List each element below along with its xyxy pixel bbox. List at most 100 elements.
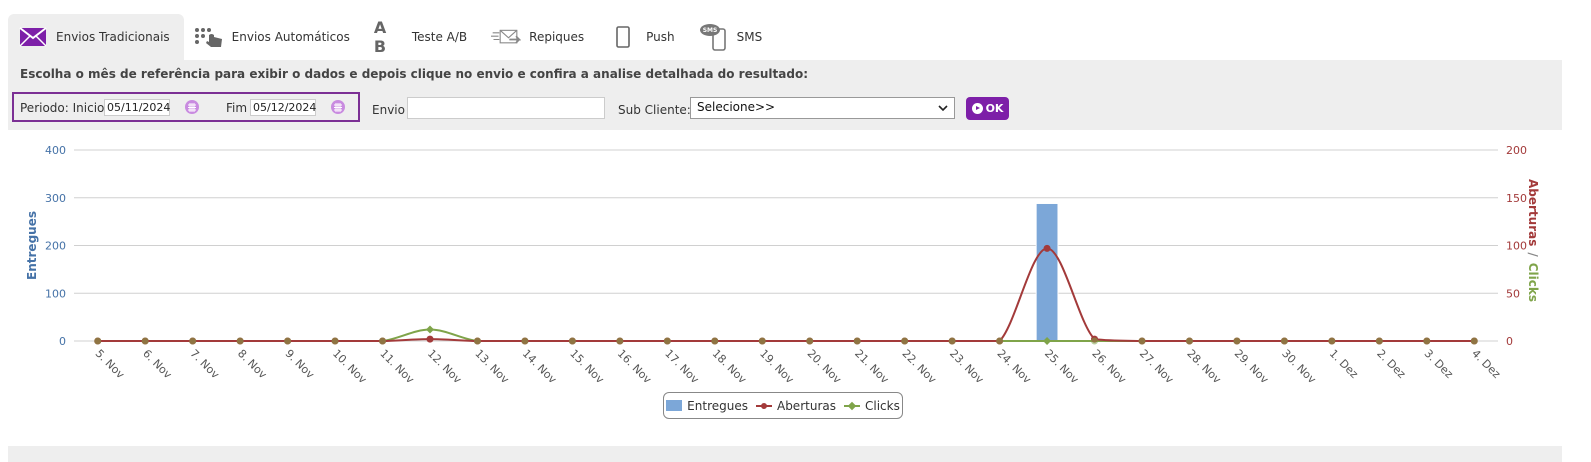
point-clicks — [1423, 337, 1431, 345]
chart-legend: Entregues Aberturas Clicks — [663, 392, 903, 419]
point-clicks — [853, 337, 861, 345]
tab-envios-tradicionais[interactable]: Envios Tradicionais — [8, 14, 184, 60]
legend-swatch — [755, 402, 772, 409]
x-tick-label: 12. Nov — [425, 347, 465, 387]
point-clicks — [1185, 337, 1193, 345]
legend-swatch — [843, 401, 860, 410]
end-date-input[interactable]: 05/12/2024 — [250, 99, 316, 116]
line-clicks — [97, 328, 1475, 342]
point-clicks — [189, 337, 197, 345]
envio-input[interactable] — [407, 97, 605, 119]
play-circle-icon — [971, 103, 983, 114]
combo-chart: 0 100 200 300 400 0 50 100 150 200 Entregues Abertu… — [25, 144, 1540, 387]
x-tick-label: 22. Nov — [900, 347, 940, 387]
point-clicks — [426, 325, 434, 334]
point-clicks — [1091, 337, 1099, 345]
chevron-down-icon — [938, 105, 948, 112]
x-tick-label: 18. Nov — [710, 347, 750, 387]
tab-label: Push — [646, 30, 675, 44]
legend-label: Clicks — [864, 398, 900, 413]
x-tick-label: 10. Nov — [330, 347, 370, 387]
point-clicks — [948, 337, 956, 345]
y-right-label-clicks: Clicks — [1526, 263, 1540, 302]
subclient-select[interactable]: Selecione>> — [690, 97, 955, 119]
tab-sms[interactable]: SMS SMS — [689, 14, 777, 60]
point-clicks — [236, 337, 244, 345]
tab-label: Envios Automáticos — [231, 30, 350, 44]
y-right-tick-label: 200 — [1506, 144, 1527, 157]
y-right-tick-label: 0 — [1506, 335, 1513, 348]
x-tick-label: 24. Nov — [994, 347, 1034, 387]
x-tick-label: 2. Dez — [1374, 347, 1408, 381]
x-tick-label: 25. Nov — [1042, 347, 1082, 387]
tab-teste-ab[interactable]: A B Teste A/B — [364, 14, 481, 60]
bar-entregues — [1035, 202, 1059, 342]
tab-push[interactable]: Push — [598, 14, 689, 60]
y-left-tick-label: 0 — [59, 335, 66, 348]
mobile-icon — [608, 24, 638, 50]
x-tick-label: 20. Nov — [805, 347, 845, 387]
y-right-axis-label: Aberturas / Clicks — [1526, 179, 1540, 302]
tab-label: Repiques — [529, 30, 585, 44]
x-tick-label: 4. Dez — [1469, 347, 1503, 381]
point-clicks — [1470, 337, 1478, 345]
instructions-text: Escolha o mês de referência para exibir … — [20, 67, 808, 81]
legend-item-aberturas[interactable]: Aberturas — [755, 399, 836, 413]
calendar-icon[interactable] — [184, 99, 200, 115]
period-start-label: Periodo: Inicio — [20, 101, 105, 115]
x-tick-label: 8. Nov — [235, 347, 270, 382]
x-tick-label: 1. Dez — [1327, 347, 1361, 381]
x-tick-label: 29. Nov — [1232, 347, 1272, 387]
mail-forward-icon — [491, 24, 522, 50]
subclient-label: Sub Cliente: — [618, 103, 691, 117]
tab-label: Teste A/B — [411, 30, 468, 44]
point-clicks — [141, 337, 149, 345]
y-right-tick-label: 50 — [1506, 287, 1520, 300]
x-tick-label: 27. Nov — [1137, 347, 1177, 387]
legend-swatch — [666, 400, 683, 411]
x-tick-label: 5. Nov — [93, 347, 128, 382]
x-tick-label: 21. Nov — [852, 347, 892, 387]
tab-repiques[interactable]: Repiques — [481, 14, 598, 60]
x-tick-label: 13. Nov — [472, 347, 512, 387]
x-tick-label: 28. Nov — [1184, 347, 1224, 387]
ab-test-icon: A B — [373, 18, 389, 56]
point-aberturas — [426, 335, 434, 343]
sms-phone-icon: SMS — [699, 24, 729, 51]
y-right-label-separator: / — [1526, 252, 1540, 257]
point-clicks — [473, 337, 481, 345]
envio-label: Envio — [372, 103, 405, 117]
ok-button[interactable]: OK — [966, 97, 1009, 120]
y-left-tick-label: 400 — [45, 144, 66, 157]
point-clicks — [901, 337, 909, 345]
point-clicks — [94, 337, 102, 345]
x-tick-label: 19. Nov — [757, 347, 797, 387]
start-date-input[interactable]: 05/11/2024 — [104, 99, 170, 116]
tab-label: SMS — [736, 30, 763, 44]
point-clicks — [996, 337, 1004, 345]
y-left-tick-label: 200 — [45, 240, 66, 253]
subclient-selected: Selecione>> — [697, 100, 776, 114]
x-tick-label: 6. Nov — [140, 347, 175, 382]
legend-item-clicks[interactable]: Clicks — [843, 398, 900, 413]
point-clicks — [1138, 337, 1146, 345]
point-clicks — [284, 337, 292, 345]
tab-bar: Envios Tradicionais Envios Automáticos A… — [8, 14, 776, 60]
y-right-tick-label: 150 — [1506, 192, 1527, 205]
point-clicks — [616, 337, 624, 345]
point-clicks — [1043, 337, 1052, 345]
calendar-icon[interactable] — [330, 99, 346, 115]
point-clicks — [1233, 337, 1241, 345]
point-clicks — [806, 337, 814, 345]
point-clicks — [663, 337, 671, 345]
envelope-icon — [18, 24, 48, 50]
tab-envios-automaticos[interactable]: Envios Automáticos — [184, 14, 364, 60]
period-filter: Periodo: Inicio 05/11/2024 Fim 05/12/202… — [12, 92, 360, 122]
legend-item-entregues[interactable]: Entregues — [666, 399, 748, 413]
y-left-tick-label: 100 — [45, 287, 66, 300]
chart-container: 0 100 200 300 400 0 50 100 150 200 Entregues Abertu… — [8, 130, 1562, 446]
point-clicks — [1328, 337, 1336, 345]
x-tick-label: 9. Nov — [282, 347, 317, 382]
y-right-label-aberturas: Aberturas — [1526, 179, 1540, 246]
point-clicks — [331, 337, 339, 345]
